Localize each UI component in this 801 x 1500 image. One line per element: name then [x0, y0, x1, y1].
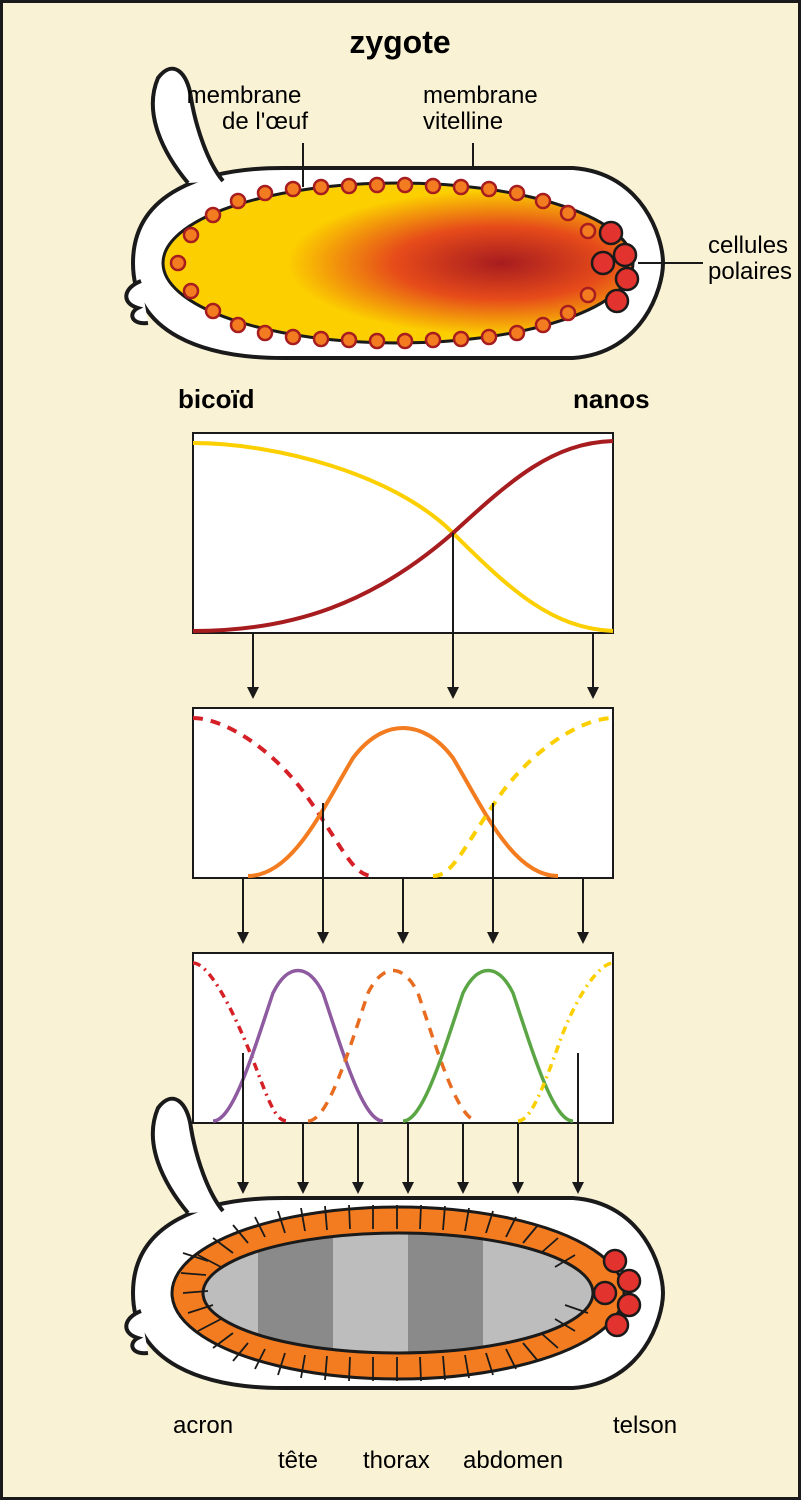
chart-2 [193, 708, 613, 878]
label-bicoid: bicoïd [178, 384, 255, 414]
label-membrane-vitelline: membrane vitelline [423, 82, 544, 135]
label-telson: telson [613, 1412, 677, 1439]
diagram-svg: zygote membrane de l'œuf membrane vi [3, 3, 798, 1497]
diagram-page: zygote membrane de l'œuf membrane vi [0, 0, 801, 1500]
label-membrane-oeuf: membrane de l'œuf [187, 82, 309, 135]
label-acron: acron [173, 1412, 233, 1439]
label-cellules-polaires: cellules polaires [708, 232, 795, 285]
zygote-egg [126, 69, 663, 358]
title: zygote [349, 24, 450, 60]
label-thorax: thorax [363, 1447, 430, 1474]
label-nanos: nanos [573, 384, 650, 414]
chart-1 [193, 433, 613, 633]
chart-3 [193, 953, 613, 1123]
blastoderm-egg [126, 1099, 663, 1388]
label-tete: tête [278, 1447, 318, 1474]
label-abdomen: abdomen [463, 1447, 563, 1474]
